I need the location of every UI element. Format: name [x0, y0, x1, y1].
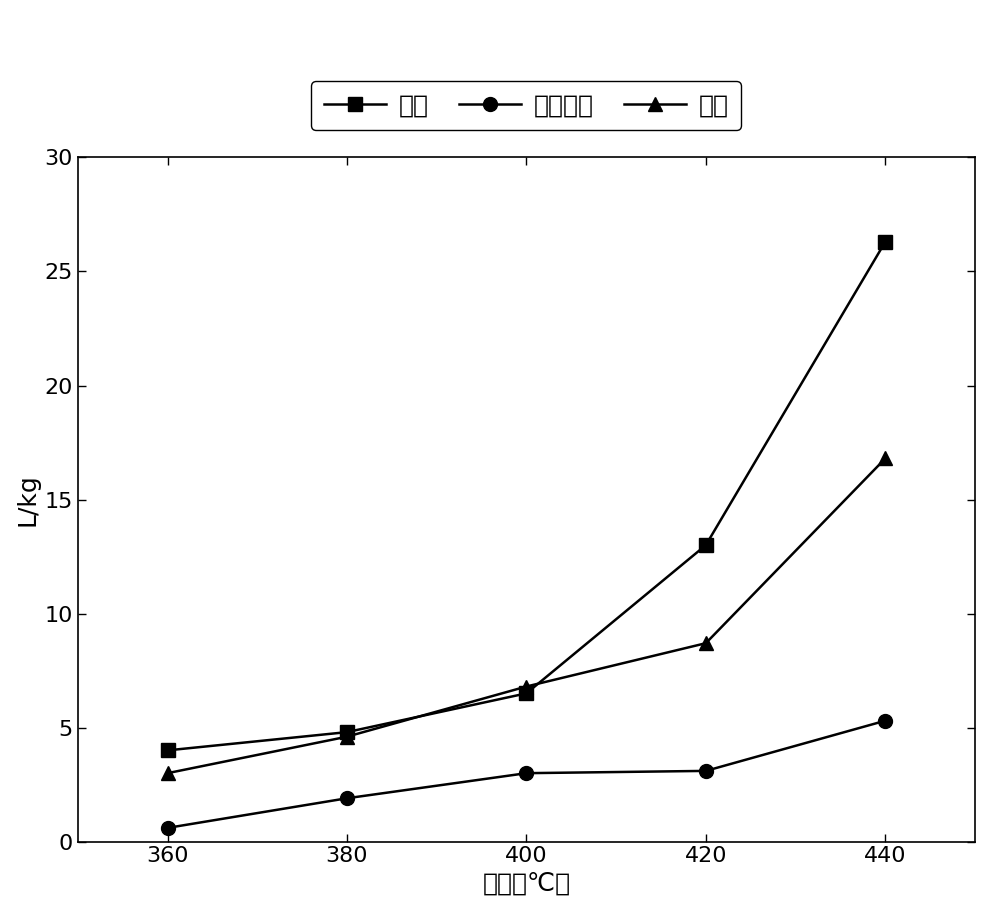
Line: 甲烷: 甲烷 — [160, 452, 892, 780]
一氧化碳 — [341, 793, 352, 804]
甲烷 — [341, 732, 352, 742]
一氧化碳 — [521, 768, 533, 779]
甲烷 — [161, 768, 173, 779]
Legend: 氢气, 一氧化碳, 甲烷: 氢气, 一氧化碳, 甲烷 — [312, 81, 742, 130]
氢气 — [521, 688, 533, 699]
甲烷 — [700, 638, 712, 649]
甲烷 — [879, 453, 891, 464]
一氧化碳 — [879, 715, 891, 726]
氢气 — [700, 539, 712, 550]
氢气 — [341, 727, 352, 738]
Y-axis label: L/kg: L/kg — [15, 473, 39, 526]
Line: 一氧化碳: 一氧化碳 — [160, 714, 892, 834]
氢气 — [161, 745, 173, 756]
Line: 氢气: 氢气 — [160, 235, 892, 757]
X-axis label: 温度（℃）: 温度（℃） — [482, 872, 570, 896]
甲烷 — [521, 681, 533, 692]
一氧化碳 — [161, 823, 173, 834]
一氧化碳 — [700, 765, 712, 776]
氢气 — [879, 236, 891, 247]
